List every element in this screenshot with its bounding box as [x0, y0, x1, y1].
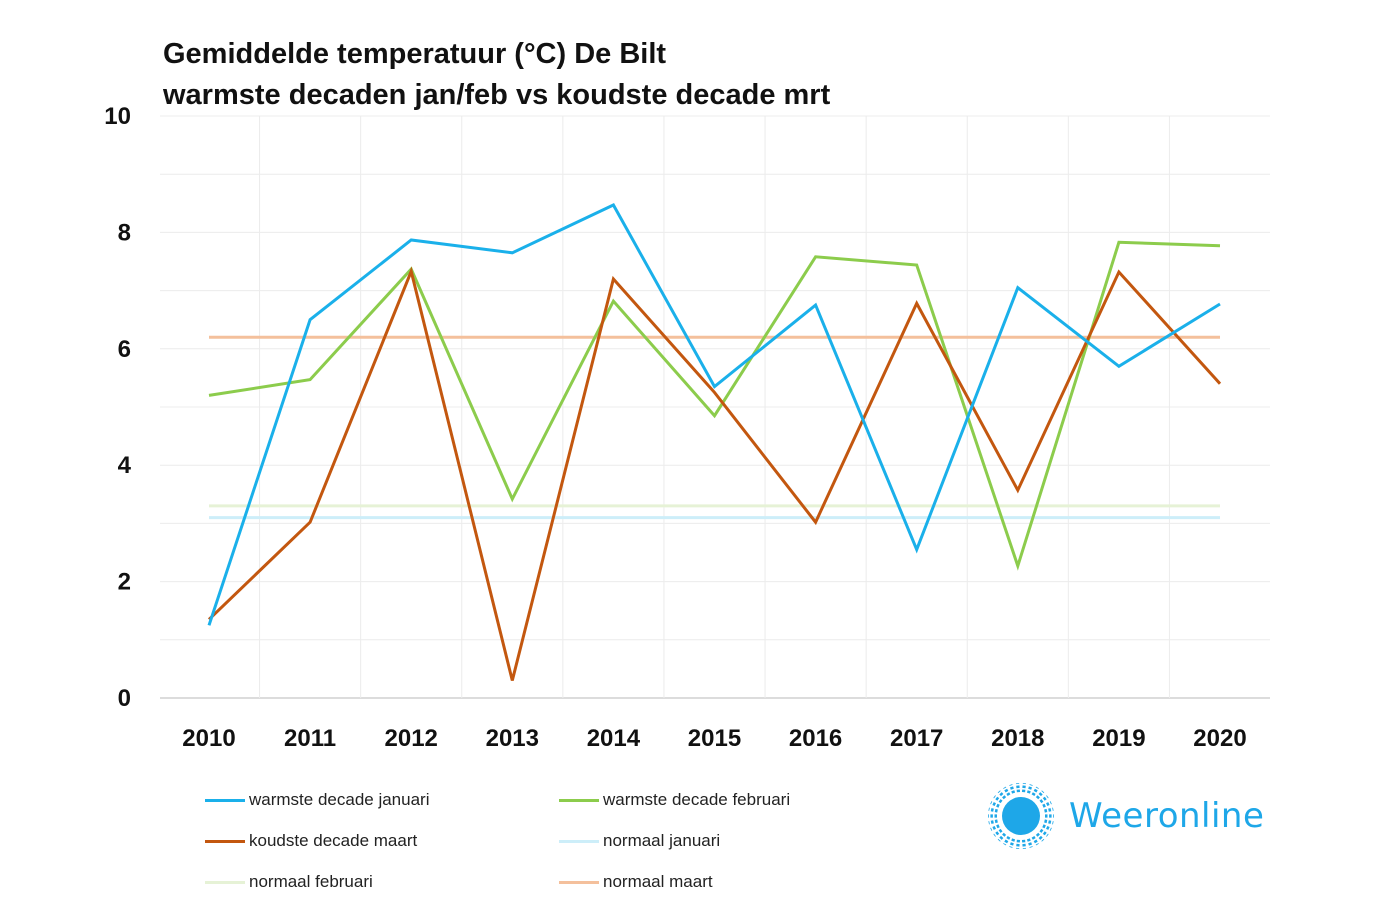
- x-tick-label: 2017: [890, 725, 943, 752]
- y-axis-ticks: 0 2 4 6 8 10: [104, 103, 131, 712]
- y-tick-label: 4: [118, 452, 132, 479]
- legend-label: warmste decade februari: [603, 790, 791, 809]
- chart-grid: [160, 115, 1270, 699]
- legend-swatch: [559, 880, 599, 884]
- series-line-warmste-decade-februari: [208, 240, 1221, 571]
- legend-label: normaal maart: [603, 872, 713, 891]
- chart-title-line-1: Gemiddelde temperatuur (°C) De Bilt: [163, 38, 667, 70]
- legend-swatch: [559, 839, 599, 843]
- chart-series-group: [207, 203, 1222, 681]
- legend-swatch: [205, 880, 245, 884]
- y-tick-label: 10: [104, 103, 131, 130]
- legend-item: warmste decade januari: [205, 790, 429, 810]
- logo-text: Weeronline: [1069, 796, 1265, 836]
- x-tick-label: 2019: [1092, 725, 1145, 752]
- x-tick-label: 2020: [1193, 725, 1246, 752]
- legend-label: koudste decade maart: [249, 831, 418, 850]
- legend-label: warmste decade januari: [249, 790, 430, 809]
- x-tick-label: 2013: [486, 725, 539, 752]
- x-tick-label: 2010: [182, 725, 235, 752]
- legend-swatch: [205, 839, 245, 843]
- legend-item: warmste decade februari: [559, 790, 790, 810]
- y-tick-label: 8: [118, 219, 131, 246]
- series-line-warmste-decade-januari: [207, 203, 1221, 626]
- sun-icon: [988, 783, 1054, 849]
- x-tick-label: 2015: [688, 725, 741, 752]
- weeronline-logo: Weeronline: [985, 780, 1264, 852]
- x-tick-label: 2011: [284, 725, 336, 752]
- y-tick-label: 0: [118, 685, 131, 712]
- y-tick-label: 2: [118, 569, 131, 596]
- legend-swatch: [205, 798, 245, 802]
- x-axis-ticks: 2010 2011 2012 2013 2014 2015 2016 2017 2018 2019…: [182, 725, 1246, 752]
- legend-item: normaal maart: [559, 872, 713, 892]
- chart-title: Gemiddelde temperatuur (°C) De Bilt warm…: [163, 34, 830, 116]
- series-line-koudste-decade-maart: [207, 266, 1222, 681]
- legend-label: normaal januari: [603, 831, 721, 850]
- legend-swatch: [559, 798, 599, 802]
- legend-item: normaal januari: [559, 831, 720, 851]
- legend-label: normaal februari: [249, 872, 373, 891]
- legend-item: koudste decade maart: [205, 831, 417, 851]
- x-tick-label: 2012: [385, 725, 438, 752]
- x-tick-label: 2018: [991, 725, 1044, 752]
- x-tick-label: 2016: [789, 725, 842, 752]
- legend-item: normaal februari: [205, 872, 373, 892]
- chart-title-line-2: warmste decaden jan/feb vs koudste decad…: [163, 79, 831, 111]
- y-tick-label: 6: [118, 336, 131, 363]
- x-tick-label: 2014: [587, 725, 641, 752]
